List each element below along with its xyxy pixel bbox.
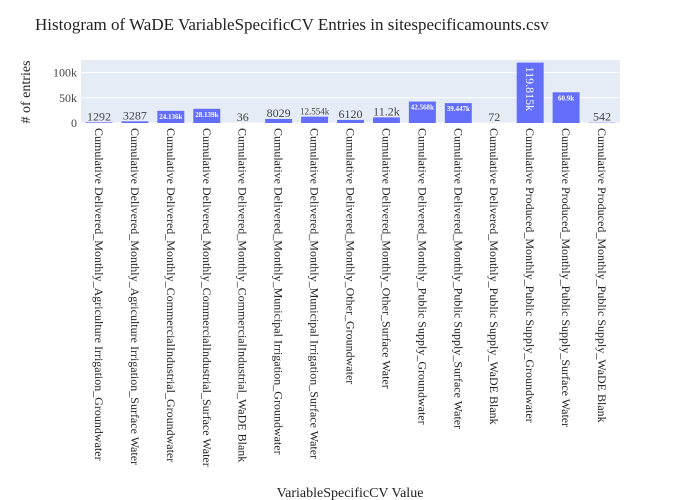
bar[interactable] (85, 122, 113, 123)
x-tick-label: Cumulative Delivered_Monthly_CommercialI… (200, 128, 214, 467)
x-tick-label: Cumulative Delivered_Monthly_Municipal I… (308, 128, 322, 459)
data-label: 119.815k (523, 67, 537, 112)
x-axis-title: VariableSpecificCV Value (277, 486, 424, 500)
x-tick-label: Cumulative Delivered_Monthly_CommercialI… (164, 128, 178, 462)
bar[interactable] (444, 103, 472, 123)
data-label: 6120 (339, 107, 363, 121)
bar[interactable] (516, 62, 544, 123)
data-label: 11.2k (373, 104, 400, 118)
bar[interactable] (372, 117, 400, 123)
data-label: 542 (593, 110, 611, 124)
x-tick-label: Cumulative Produced_Monthly_Public Suppl… (523, 128, 537, 423)
data-label: 24.136k (159, 113, 182, 121)
data-label: 28.139k (195, 111, 218, 119)
data-label: 12.554k (300, 107, 330, 117)
x-tick-label: Cumulative Produced_Monthly_Public Suppl… (595, 128, 609, 423)
x-tick-label: Cumulative Delivered_Monthly_Agriculture… (92, 128, 106, 461)
x-tick-label: Cumulative Delivered_Monthly_Agriculture… (128, 128, 142, 465)
data-label: 39.447k (447, 105, 470, 113)
data-labels: 1292 3287 24.136k 28.139k 36 8029 12.554k 6120 1… (87, 67, 611, 124)
bar[interactable] (265, 118, 293, 123)
y-tick-label: 0 (71, 116, 77, 130)
bar[interactable] (193, 108, 221, 123)
y-axis-ticks: 0 50k 100k (53, 66, 77, 130)
bar[interactable] (301, 116, 329, 123)
data-label: 42.568k (411, 104, 434, 112)
data-label: 1292 (87, 109, 111, 123)
bar[interactable] (552, 92, 580, 123)
x-tick-label: Cumulative Delivered_Monthly_Public Supp… (415, 128, 429, 425)
data-label: 36 (237, 110, 249, 124)
data-label: 8029 (267, 106, 291, 120)
x-tick-label: Cumulative Delivered_Monthly_Public Supp… (487, 128, 501, 425)
x-tick-label: Cumulative Delivered_Monthly_Other_Groun… (344, 128, 358, 384)
bar[interactable] (121, 121, 149, 123)
bars[interactable] (85, 62, 616, 123)
x-tick-label: Cumulative Produced_Monthly_Public Suppl… (559, 128, 573, 427)
x-tick-label: Cumulative Delivered_Monthly_Other_Surfa… (379, 128, 393, 389)
x-tick-label: Cumulative Delivered_Monthly_Public Supp… (451, 128, 465, 429)
bar[interactable] (408, 101, 436, 123)
x-axis-category-labels: Cumulative Delivered_Monthly_Agriculture… (92, 128, 609, 467)
y-tick-label: 50k (59, 91, 77, 105)
y-tick-label: 100k (53, 66, 77, 80)
chart-title: Histogram of WaDE VariableSpecificCV Ent… (35, 15, 549, 34)
data-label: 3287 (123, 108, 147, 122)
y-axis-title: # of entries (19, 61, 34, 124)
x-tick-label: Cumulative Delivered_Monthly_CommercialI… (236, 128, 250, 462)
data-label: 72 (488, 110, 500, 124)
bar[interactable] (337, 119, 364, 123)
data-label: 60.9k (558, 94, 574, 102)
x-tick-label: Cumulative Delivered_Monthly_Municipal I… (272, 128, 286, 455)
bar[interactable] (157, 110, 185, 123)
